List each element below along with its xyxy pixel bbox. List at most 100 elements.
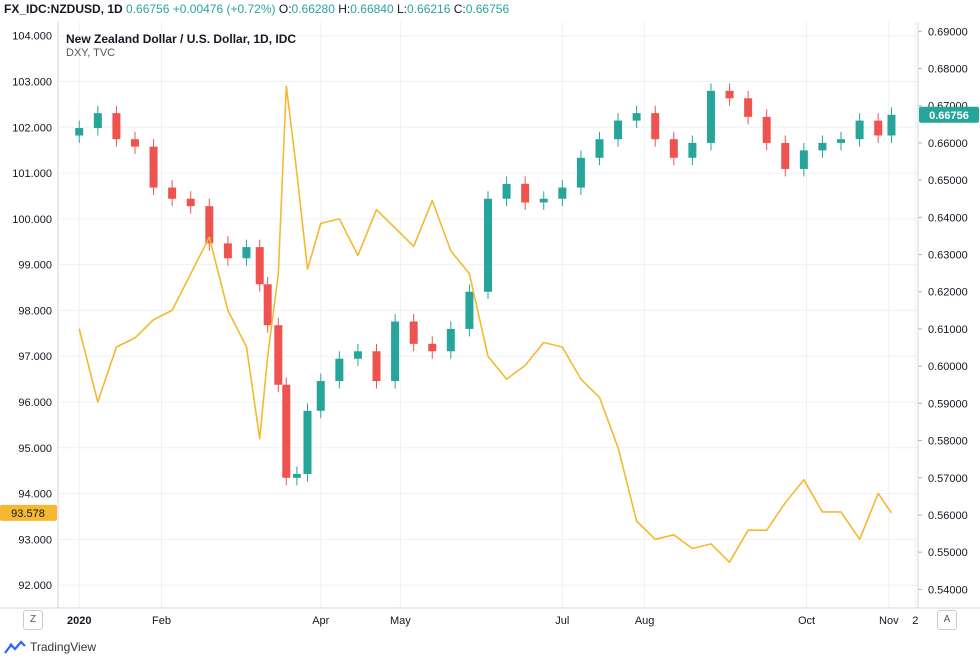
nzdusd-candles [75, 83, 896, 486]
frame-layer [0, 22, 980, 609]
candle-body [576, 157, 585, 188]
left-tick-label: 95.000 [18, 443, 52, 455]
left-axis: 104.000 103.000 102.000 101.000 100.000 99.00… [12, 31, 52, 592]
footer-brand-label: TradingView [30, 640, 97, 654]
candle-body [744, 98, 753, 117]
candle-body [502, 183, 511, 199]
right-tick-label: 0.61000 [928, 324, 968, 336]
dxy-last-value: 93.578 [11, 508, 45, 520]
x-tick-label: 2020 [67, 615, 91, 627]
candle-body [168, 187, 177, 199]
x-tick-label: May [390, 615, 411, 627]
candle-body [263, 284, 272, 326]
high-label: H: [338, 2, 351, 16]
candle-body [688, 142, 697, 158]
right-tick-label: 0.54000 [928, 584, 968, 596]
symbol-header: FX_IDC:NZDUSD, 1D 0.66756 +0.00476 (+0.7… [4, 2, 509, 16]
right-tick-label: 0.59000 [928, 398, 968, 410]
candle-body [316, 381, 325, 411]
x-tick-label: Feb [152, 615, 171, 627]
candle-body [706, 90, 715, 143]
candle-body [887, 114, 896, 136]
open-value: 0.66280 [291, 2, 335, 16]
left-tick-label: 96.000 [18, 397, 52, 409]
zoom-button[interactable]: Z [23, 610, 43, 630]
high-value: 0.66840 [350, 2, 394, 16]
candle-body [428, 343, 437, 352]
low-label: L: [397, 2, 408, 16]
candle-body [539, 198, 548, 203]
right-tick-label: 0.60000 [928, 361, 968, 373]
symbol-name[interactable]: FX_IDC:NZDUSD, 1D [4, 2, 123, 16]
x-tick-label: Aug [635, 615, 655, 627]
candle-body [274, 325, 283, 385]
candle-body [855, 120, 864, 140]
price-badges: 0.66756 93.578 [0, 106, 979, 521]
candle-body [614, 120, 623, 140]
right-tick-label: 0.65000 [928, 175, 968, 187]
overlay-series-legend[interactable]: DXY, TVC [66, 47, 116, 59]
candle-body [632, 113, 641, 121]
dxy-line-layer [78, 85, 893, 564]
tradingview-logo-icon [4, 640, 26, 654]
candle-body [781, 142, 790, 169]
candle-body [837, 139, 846, 143]
candle-body [372, 351, 381, 382]
x-tick-label: Oct [798, 615, 815, 627]
candle-body [521, 183, 530, 203]
candle-body [874, 120, 883, 136]
left-tick-label: 97.000 [18, 351, 52, 363]
candle-body [112, 113, 121, 140]
candle-body [391, 321, 400, 382]
price-change: +0.00476 (+0.72%) [172, 2, 276, 16]
left-tick-label: 93.000 [18, 534, 52, 546]
x-axis: 2020 Feb Apr May Jul Aug Oct Nov 2 [67, 615, 918, 627]
footer-brand[interactable]: TradingView [4, 640, 96, 654]
candle-body [484, 198, 492, 292]
candle-body [818, 142, 827, 151]
candle-body [725, 90, 734, 99]
candle-body [303, 410, 312, 475]
candle-body [799, 150, 808, 169]
x-tick-label: 2 [912, 615, 918, 627]
right-tick-label: 0.66000 [928, 138, 968, 150]
left-tick-label: 94.000 [18, 489, 52, 501]
left-tick-label: 98.000 [18, 305, 52, 317]
candle-body [255, 247, 264, 285]
right-tick-label: 0.57000 [928, 473, 968, 485]
candle-body [335, 358, 344, 382]
left-tick-label: 101.000 [12, 168, 52, 180]
right-axis: 0.690000.680000.670000.660000.650000.640… [918, 26, 968, 596]
right-tick-label: 0.58000 [928, 436, 968, 448]
left-tick-label: 100.000 [12, 214, 52, 226]
right-tick-label: 0.55000 [928, 547, 968, 559]
left-tick-label: 102.000 [12, 122, 52, 134]
close-value: 0.66756 [465, 2, 510, 16]
auto-scale-button[interactable]: A [937, 610, 957, 630]
last-price: 0.66756 [126, 2, 170, 16]
main-series-legend[interactable]: New Zealand Dollar / U.S. Dollar, 1D, ID… [66, 32, 297, 46]
right-tick-label: 0.56000 [928, 510, 968, 522]
candle-body [205, 206, 214, 244]
close-label: C: [453, 2, 466, 16]
candle-body [93, 113, 102, 129]
right-tick-label: 0.63000 [928, 250, 968, 262]
grid-layer [58, 22, 918, 608]
candle-body [651, 113, 660, 140]
right-tick-label: 0.62000 [928, 287, 968, 299]
x-tick-label: Nov [879, 615, 899, 627]
right-tick-label: 0.68000 [928, 64, 968, 76]
x-tick-label: Jul [555, 615, 569, 627]
candle-body [669, 139, 678, 158]
dxy-line [78, 85, 893, 564]
candle-body [595, 139, 604, 158]
left-tick-label: 103.000 [12, 77, 52, 89]
open-label: O: [278, 2, 292, 16]
candle-body [353, 351, 362, 359]
candle-body [75, 128, 84, 136]
right-tick-label: 0.64000 [928, 212, 968, 224]
candle-body [558, 187, 567, 199]
x-tick-label: Apr [312, 615, 329, 627]
candle-body [409, 321, 418, 344]
